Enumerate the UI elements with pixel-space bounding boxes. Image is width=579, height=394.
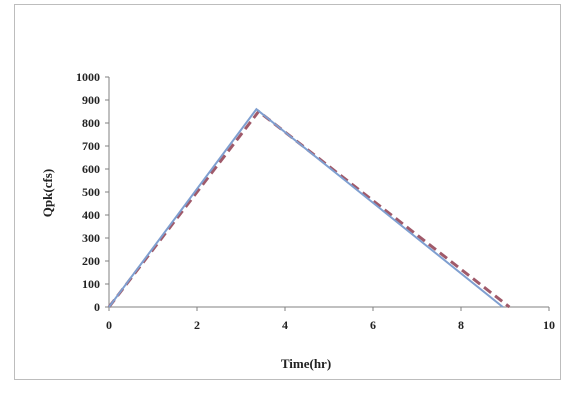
series-line-solid (108, 107, 504, 308)
x-tick-label: 6 (370, 318, 376, 332)
x-tick-label: 8 (458, 318, 464, 332)
x-tick-label: 4 (282, 318, 288, 332)
x-tick-label: 2 (194, 318, 200, 332)
y-tick-label: 500 (82, 185, 100, 199)
series-lines (107, 107, 511, 309)
y-tick-label: 600 (82, 162, 100, 176)
y-tick-label: 400 (82, 208, 100, 222)
y-tick-label: 300 (82, 231, 100, 245)
x-tick-label: 0 (106, 318, 112, 332)
y-axis-label: Qpk(cfs) (40, 169, 55, 217)
y-tick-label: 700 (82, 139, 100, 153)
y-tick-label: 100 (82, 277, 100, 291)
series-line-dashed (107, 109, 511, 309)
y-tick-label: 800 (82, 116, 100, 130)
y-tick-label: 200 (82, 254, 100, 268)
y-tick-label: 0 (94, 300, 100, 314)
x-axis-label: Time(hr) (281, 356, 331, 371)
axes (105, 76, 550, 311)
y-tick-label: 1000 (76, 70, 100, 84)
y-tick-label: 900 (82, 93, 100, 107)
x-tick-label: 10 (543, 318, 555, 332)
tick-labels: 0 100 200 300 400 500 600 700 800 900 1000 0 2 4 6 8 10 (76, 70, 555, 332)
